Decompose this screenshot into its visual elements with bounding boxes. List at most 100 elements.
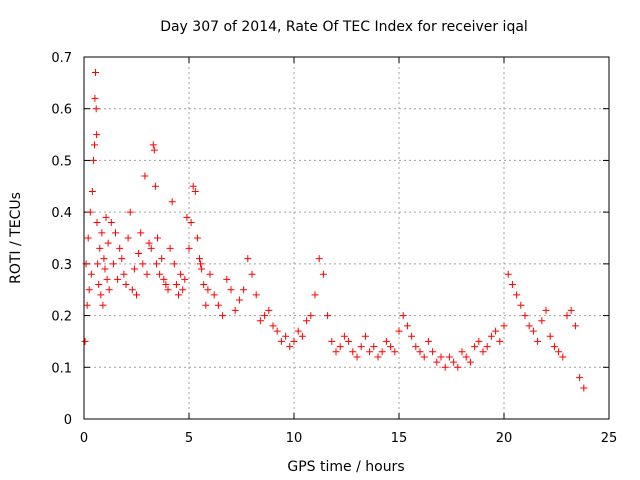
data-point (328, 337, 336, 345)
data-point (508, 281, 516, 289)
data-point (294, 327, 302, 335)
data-point (303, 317, 311, 325)
data-point (204, 286, 212, 294)
axis-ticks: 0 5 10 15 20 25 0 0.1 0.2 0.3 0.4 0.5 0.6 0.7 (51, 51, 617, 446)
data-point (496, 337, 504, 345)
data-point (248, 270, 256, 278)
data-point (143, 270, 151, 278)
data-point (525, 322, 533, 330)
data-point (534, 337, 542, 345)
data-point (88, 187, 96, 195)
data-point (361, 332, 369, 340)
data-point (550, 343, 558, 351)
data-point (168, 198, 176, 206)
data-point (227, 286, 235, 294)
data-point (139, 260, 147, 268)
data-point (87, 270, 95, 278)
data-point (399, 312, 407, 320)
data-point (86, 208, 94, 216)
x-tick-label: 10 (286, 431, 303, 446)
data-point (319, 270, 327, 278)
data-point (145, 239, 153, 247)
data-point (290, 337, 298, 345)
data-point (97, 291, 105, 299)
data-point (122, 281, 130, 289)
data-point (175, 291, 182, 299)
data-point (555, 348, 563, 356)
data-point (504, 270, 512, 278)
data-point (235, 296, 243, 304)
data-point (483, 343, 491, 351)
y-tick-label: 0.3 (51, 258, 72, 273)
data-point (420, 353, 428, 361)
data-point (349, 348, 357, 356)
data-point (324, 312, 332, 320)
data-point (150, 146, 158, 154)
data-point (89, 156, 97, 164)
data-point (340, 332, 348, 340)
data-point (546, 332, 554, 340)
data-point (286, 343, 294, 351)
data-point (93, 218, 101, 226)
data-point (475, 337, 483, 345)
data-point (424, 337, 432, 345)
data-point (395, 327, 403, 335)
data-point (154, 234, 161, 242)
data-point (91, 141, 98, 149)
data-point (83, 301, 91, 309)
data-point (81, 337, 89, 345)
data-point (529, 327, 537, 335)
data-point (391, 348, 399, 356)
data-point (160, 275, 168, 283)
data-point (542, 306, 550, 314)
data-point (408, 332, 416, 340)
data-point (130, 265, 138, 273)
data-point (193, 234, 201, 242)
data-point (116, 244, 124, 252)
x-tick-label: 25 (601, 431, 618, 446)
data-point (563, 312, 571, 320)
y-tick-label: 0.5 (51, 154, 72, 169)
data-point (100, 255, 108, 263)
data-point (112, 229, 119, 237)
data-point (170, 260, 178, 268)
y-tick-label: 0.2 (51, 310, 72, 325)
data-point (265, 306, 273, 314)
data-point (273, 327, 281, 335)
data-point (269, 322, 277, 330)
data-point (172, 281, 180, 289)
data-point (149, 141, 157, 149)
data-point (181, 275, 189, 283)
data-point (441, 363, 449, 371)
data-point (124, 234, 132, 242)
y-tick-label: 0.4 (51, 206, 72, 221)
data-point (92, 105, 100, 113)
data-point (151, 182, 159, 190)
data-point (437, 353, 445, 361)
data-point (538, 317, 546, 325)
y-axis-label: ROTI / TECUs (8, 192, 24, 284)
data-point (445, 353, 453, 361)
data-point (191, 187, 199, 195)
data-point (412, 343, 420, 351)
data-point (120, 270, 128, 278)
data-point (492, 327, 500, 335)
data-point (223, 275, 231, 283)
data-point (185, 244, 193, 252)
data-point (152, 260, 160, 268)
x-axis-label: GPS time / hours (287, 459, 404, 475)
data-point (370, 343, 378, 351)
x-tick-label: 15 (391, 431, 408, 446)
data-point (162, 281, 170, 289)
data-point (387, 343, 395, 351)
data-point (454, 363, 462, 371)
data-point (206, 270, 214, 278)
data-point (462, 353, 470, 361)
data-point (471, 343, 479, 351)
data-point (103, 275, 111, 283)
data-point (416, 348, 424, 356)
data-point (521, 312, 529, 320)
data-point (99, 301, 107, 309)
data-point (256, 317, 264, 325)
